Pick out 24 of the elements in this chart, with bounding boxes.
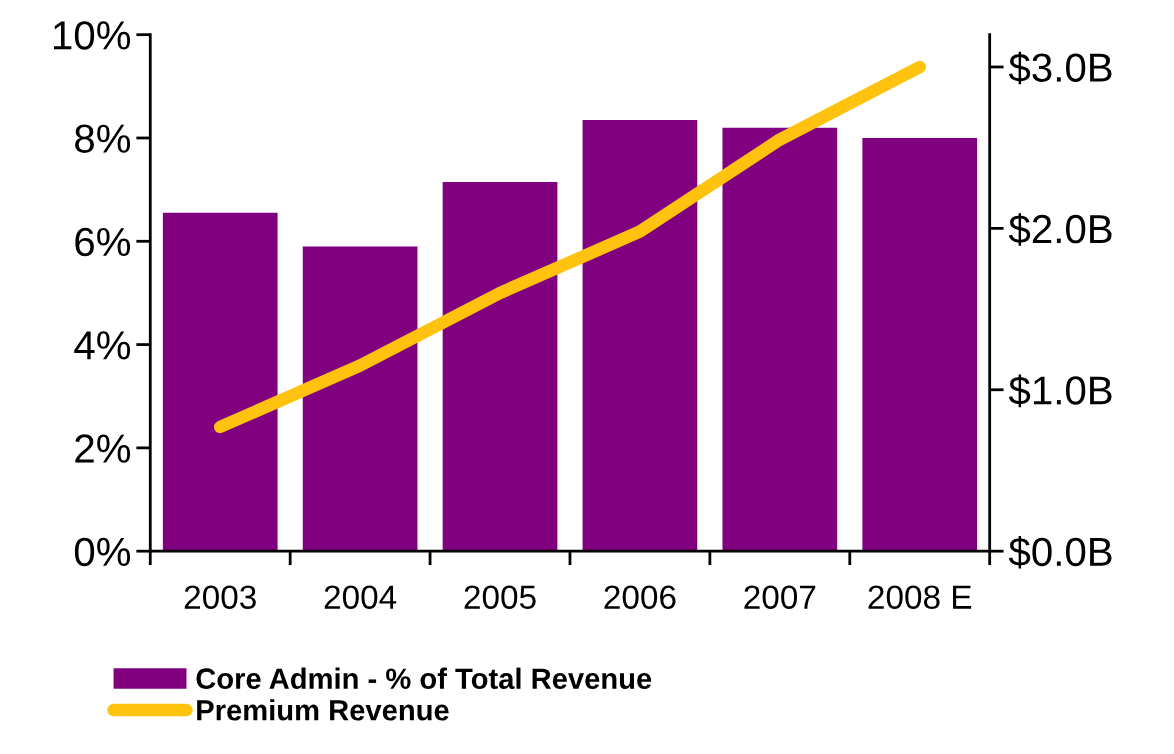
bar — [162, 212, 278, 552]
bar — [862, 137, 978, 552]
x-tick-label: 2007 — [744, 585, 816, 609]
bar — [722, 127, 838, 552]
y-tick-label: 6% — [75, 227, 131, 257]
legend-label: Premium Revenue — [197, 699, 449, 721]
x-tick-label: 2008 E — [868, 585, 972, 609]
y2-tick-label: $0.0B — [1008, 535, 1112, 569]
y2-tick-label: $1.0B — [1008, 374, 1112, 408]
y-tick-label: 8% — [75, 124, 131, 153]
bar — [442, 181, 558, 552]
x-tick-label: 2006 — [604, 585, 676, 609]
x-tick-label: 2003 — [184, 585, 256, 609]
y-tick-label: 4% — [74, 331, 131, 360]
bar — [302, 246, 418, 552]
y-tick-label: 10% — [53, 21, 131, 50]
bar — [582, 119, 698, 552]
legend-label: Core Admin - % of Total Revenue — [196, 667, 652, 690]
y2-tick-label: $2.0B — [1008, 213, 1112, 246]
y-tick-label: 2% — [75, 434, 131, 463]
x-tick-label: 2005 — [464, 585, 536, 609]
x-tick-label: 2004 — [324, 585, 397, 609]
y2-tick-label: $3.0B — [1008, 51, 1112, 85]
y-tick-label: 0% — [74, 537, 131, 567]
